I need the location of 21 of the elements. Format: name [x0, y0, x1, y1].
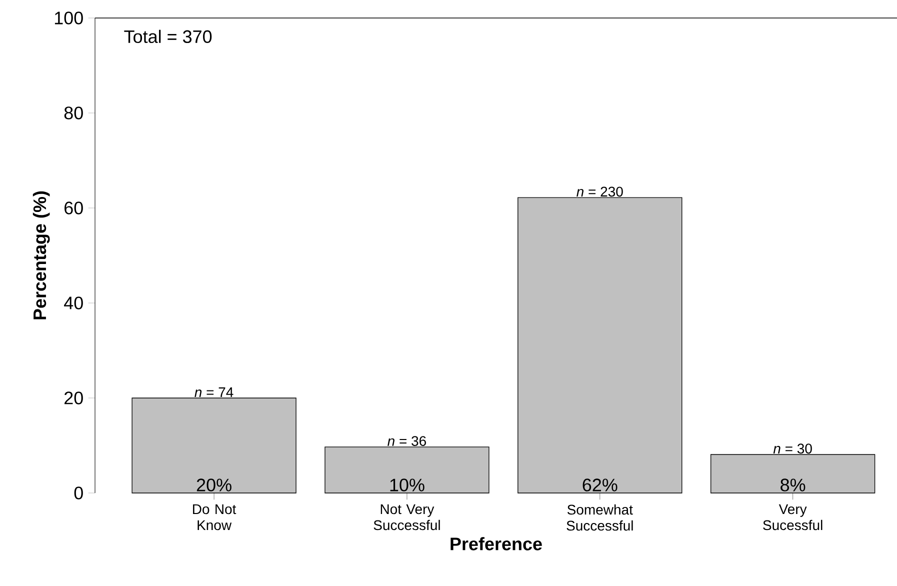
x-tick-label: Very Sucessful — [763, 504, 822, 530]
y-tick-label: 0 — [74, 486, 83, 500]
y-tick-label: 20 — [64, 392, 83, 404]
x-tick-label: Not Very Successful — [374, 504, 440, 530]
data-label: 8% — [780, 478, 806, 492]
y-tick-label: 40 — [64, 296, 83, 310]
annotation: Total = 370 — [124, 30, 212, 44]
annotation: n = 30 — [773, 444, 812, 454]
x-axis-title: Preference — [450, 537, 542, 550]
data-label: 62% — [582, 478, 618, 492]
y-tick-label: 100 — [54, 12, 83, 24]
x-tick-label: Somewhat Successful — [566, 504, 633, 531]
data-label: 10% — [390, 478, 424, 492]
y-tick-label: 80 — [64, 106, 83, 120]
annotation: n = 74 — [194, 387, 234, 398]
annotation: n = 36 — [388, 436, 426, 446]
data-label: 20% — [196, 478, 232, 492]
annotation: n = 230 — [576, 186, 623, 197]
y-tick-label: 60 — [64, 202, 83, 214]
y-axis-title: Percentage (%) — [32, 191, 50, 320]
x-tick-label: Do Not Know — [193, 504, 236, 530]
